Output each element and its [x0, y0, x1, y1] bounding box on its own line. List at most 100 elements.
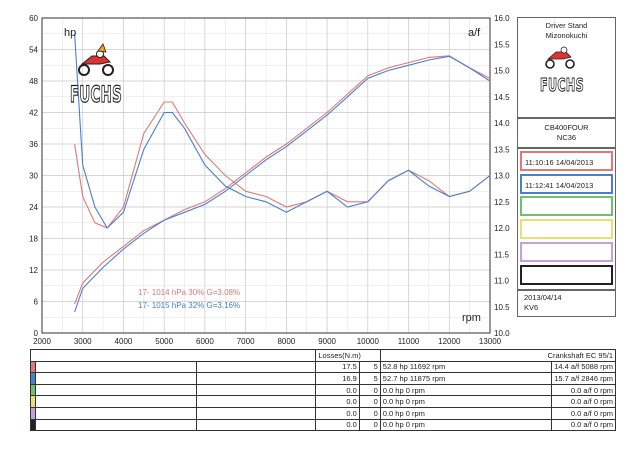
motorcycle-icon	[80, 55, 112, 65]
x-tick-label: 8000	[277, 337, 295, 345]
count-cell: 0	[358, 406, 381, 420]
fuchs-logo: FUCHS	[69, 43, 122, 109]
y-left-tick-label: 6	[34, 298, 39, 307]
x-tick-label: 3000	[74, 337, 92, 345]
count-cell: 5	[358, 372, 381, 385]
run-footer: 2013/04/14 KV6	[517, 290, 616, 317]
run-slot[interactable]	[520, 241, 613, 262]
y-left-tick-label: 42	[29, 109, 38, 118]
blank-cell	[196, 372, 317, 385]
results-table: Losses(N.m) Crankshaft EC 95/1 17.5 5 52.8…	[29, 349, 617, 432]
peak-power-cell: 0.0 hp 0 rpm	[379, 383, 553, 397]
losses-cell: 16.9	[315, 372, 360, 385]
run-slot[interactable]: 11:12:41 14/04/2013	[520, 173, 613, 194]
blank-cell	[35, 383, 198, 397]
series-line-af-3	[74, 33, 491, 229]
blank-cell	[35, 418, 198, 432]
blank-cell	[196, 360, 317, 374]
x-tick-label: 7000	[237, 337, 255, 345]
y-right-tick-label: 14.5	[494, 93, 510, 102]
x-unit-label: rpm	[462, 312, 481, 324]
x-tick-label: 5000	[155, 337, 173, 345]
run-slot[interactable]	[520, 196, 613, 217]
losses-cell: 0.0	[315, 395, 360, 408]
y-left-tick-label: 48	[29, 77, 38, 86]
count-cell: 0	[358, 395, 381, 408]
peak-power-cell: 0.0 hp 0 rpm	[379, 418, 553, 432]
af-cell: 15.7 a/f 2846 rpm	[551, 372, 616, 385]
y-right-tick-label: 16.0	[494, 14, 510, 23]
series-line-af-2	[74, 101, 491, 229]
y-left-axis-label: hp	[64, 27, 76, 39]
peak-power-cell: 0.0 hp 0 rpm	[379, 395, 553, 408]
count-cell: 0	[358, 418, 381, 432]
chart-series	[74, 33, 491, 313]
run-slot[interactable]	[520, 264, 613, 285]
af-cell: 0.0 a/f 0 rpm	[551, 406, 616, 420]
peak-power-cell: 52.7 hp 11875 rpm	[379, 372, 553, 385]
af-cell: 0.0 a/f 0 rpm	[551, 395, 616, 408]
y-left-tick-label: 54	[29, 46, 38, 55]
count-cell: 0	[358, 383, 381, 397]
af-cell: 0.0 a/f 0 rpm	[551, 418, 616, 432]
legend-entry: 17- 1015 hPa 32% G=3.16%	[138, 301, 240, 310]
x-tick-label: 6000	[196, 337, 214, 345]
y-left-tick-label: 12	[29, 266, 38, 275]
vehicle-code: NC36	[556, 133, 577, 142]
blank-cell	[35, 360, 198, 374]
x-tick-label: 4000	[115, 337, 133, 345]
x-tick-label: 12000	[438, 337, 461, 345]
y-right-tick-label: 13.5	[494, 145, 510, 154]
losses-cell: 17.5	[315, 360, 360, 374]
y-right-tick-label: 10.5	[494, 303, 510, 312]
run-slot[interactable]: 11:10:16 14/04/2013	[520, 151, 613, 171]
y-right-tick-label: 15.5	[494, 40, 510, 49]
count-cell: 5	[358, 360, 381, 374]
legend-entry: 17- 1014 hPa 30% G=3.08%	[138, 288, 240, 297]
run-slot[interactable]	[520, 219, 613, 240]
y-right-tick-label: 15.0	[494, 67, 510, 76]
losses-cell: 0.0	[315, 406, 360, 420]
dyno-chart: 2000 3000 4000 5000 6000 7000 8000 9000 10000 110…	[29, 14, 510, 345]
stand-name: Driver Stand	[545, 21, 588, 30]
y-right-tick-label: 11.0	[494, 277, 510, 286]
chart-labels: 2000 3000 4000 5000 6000 7000 8000 9000 10000 110…	[29, 14, 510, 345]
losses-header: Losses(N.m)	[315, 349, 381, 362]
motorcycle-icon	[546, 51, 572, 60]
series-line-power-1	[74, 55, 491, 313]
vehicle-model: CB400FOUR	[544, 123, 589, 132]
blank-cell	[35, 406, 198, 420]
fuchs-logo-small: FUCHS	[540, 46, 584, 97]
results-row: 0.0 0 0.0 hp 0 rpm 0.0 a/f 0 rpm	[29, 406, 616, 420]
af-cell: 0.0 a/f 0 rpm	[551, 383, 616, 397]
results-row: 0.0 0 0.0 hp 0 rpm 0.0 a/f 0 rpm	[29, 383, 616, 397]
blank-cell	[35, 395, 198, 408]
losses-cell: 0.0	[315, 418, 360, 432]
y-right-tick-label: 14.0	[494, 119, 510, 128]
crankshaft-header: Crankshaft EC 95/1	[379, 349, 617, 362]
y-left-tick-label: 36	[29, 140, 38, 149]
vehicle-info: CB400FOUR NC36	[517, 118, 616, 148]
blank-cell	[196, 383, 317, 397]
losses-cell: 0.0	[315, 383, 360, 397]
x-tick-label: 2000	[33, 337, 51, 345]
results-row: 16.9 5 52.7 hp 11875 rpm 15.7 a/f 2846 rpm	[29, 372, 616, 385]
y-left-tick-label: 30	[29, 172, 38, 181]
y-left-tick-label: 60	[29, 14, 38, 23]
y-right-tick-label: 10.0	[494, 329, 510, 338]
af-cell: 14.4 a/f 5088 rpm	[551, 360, 616, 374]
y-right-tick-label: 12.5	[494, 198, 510, 207]
fuchs-logo-small-text: FUCHS	[540, 75, 584, 96]
results-row: 0.0 0 0.0 hp 0 rpm 0.0 a/f 0 rpm	[29, 395, 616, 408]
y-right-axis-label: a/f	[468, 27, 481, 39]
y-right-tick-label: 11.5	[494, 250, 510, 259]
y-right-tick-label: 13.0	[494, 172, 510, 181]
blank-header-cell	[29, 349, 317, 362]
x-tick-label: 13000	[479, 337, 502, 345]
peak-power-cell: 52.8 hp 11692 rpm	[379, 360, 553, 374]
dyno-info-header: Driver Stand Mizonokuchi FUCHS	[517, 17, 616, 118]
footer-id: KV6	[524, 303, 539, 312]
series-line-power-0	[74, 55, 491, 305]
fuchs-logo-text: FUCHS	[70, 83, 122, 108]
x-tick-label: 11000	[398, 337, 420, 345]
